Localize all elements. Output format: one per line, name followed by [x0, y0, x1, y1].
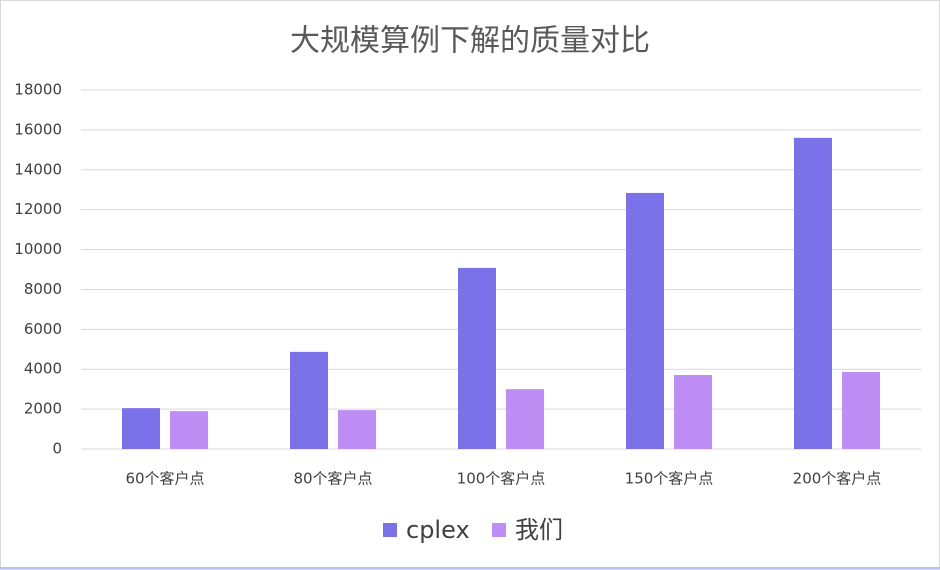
legend-swatch — [492, 523, 506, 537]
bar — [842, 372, 880, 449]
y-tick-label: 6000 — [24, 320, 62, 338]
y-tick-label: 0 — [52, 440, 62, 458]
bar — [674, 375, 712, 449]
bar — [338, 410, 376, 449]
bar — [170, 411, 208, 449]
y-tick-label: 8000 — [24, 280, 62, 298]
x-tick-label: 150个客户点 — [625, 470, 714, 488]
bar — [122, 408, 160, 449]
legend-label: 我们 — [515, 516, 563, 544]
x-tick-label: 100个客户点 — [457, 470, 546, 488]
y-tick-label: 16000 — [14, 120, 62, 138]
y-tick-label: 14000 — [14, 160, 62, 178]
x-tick-label: 60个客户点 — [125, 470, 204, 488]
bar — [794, 137, 832, 449]
bar — [458, 267, 496, 449]
legend-swatch — [383, 523, 397, 537]
x-tick-label: 80个客户点 — [293, 470, 372, 488]
y-tick-label: 4000 — [24, 360, 62, 378]
chart-title: 大规模算例下解的质量对比 — [290, 24, 650, 59]
y-tick-label: 2000 — [24, 400, 62, 418]
y-tick-label: 10000 — [14, 240, 62, 258]
legend-label: cplex — [406, 516, 470, 544]
bar — [290, 351, 328, 449]
x-tick-label: 200个客户点 — [793, 470, 882, 488]
bar — [626, 192, 664, 449]
bar — [506, 389, 544, 449]
y-tick-label: 12000 — [14, 200, 62, 218]
y-tick-label: 18000 — [14, 81, 62, 99]
